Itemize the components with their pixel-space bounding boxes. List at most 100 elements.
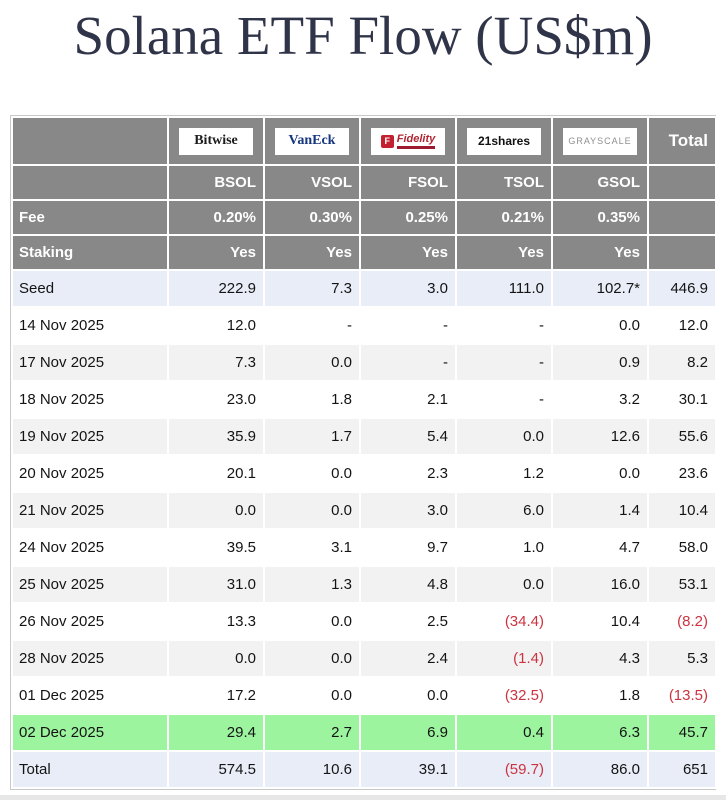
flow-value: 1.8 xyxy=(265,382,359,417)
provider-logo-row: Bitwise VanEck F Fidelity xyxy=(13,118,715,164)
ticker-bsol: BSOL xyxy=(169,166,263,199)
ticker-row: BSOL VSOL FSOL TSOL GSOL xyxy=(13,166,715,199)
flow-value: 31.0 xyxy=(169,567,263,602)
table-row: 25 Nov 2025 31.0 1.3 4.8 0.0 16.0 53.1 xyxy=(13,567,715,602)
page: Solana ETF Flow (US$m) Bitwise xyxy=(0,4,726,800)
staking-value: Yes xyxy=(553,236,647,269)
table-row: 01 Dec 2025 17.2 0.0 0.0 (32.5) 1.8 (13.5) xyxy=(13,678,715,713)
row-label: Total xyxy=(13,752,167,787)
table-row: 26 Nov 2025 13.3 0.0 2.5 (34.4) 10.4 (8.2) xyxy=(13,604,715,639)
flow-value: 86.0 xyxy=(553,752,647,787)
staking-row: Staking Yes Yes Yes Yes Yes xyxy=(13,236,715,269)
table-row: 18 Nov 2025 23.0 1.8 2.1-3.2 30.1 xyxy=(13,382,715,417)
fee-value: 0.30% xyxy=(265,201,359,234)
row-label: 24 Nov 2025 xyxy=(13,530,167,565)
flow-value: 16.0 xyxy=(553,567,647,602)
flow-value: (34.4) xyxy=(457,604,551,639)
flow-value: 0.0 xyxy=(265,678,359,713)
fidelity-f-icon: F xyxy=(380,134,394,148)
21shares-logo-text: 21shares xyxy=(477,134,531,148)
grayscale-logo-text: GRAYSCALE xyxy=(568,136,632,146)
staking-value: Yes xyxy=(361,236,455,269)
table-row: 24 Nov 2025 39.5 3.1 9.7 1.0 4.7 58.0 xyxy=(13,530,715,565)
vaneck-logo: VanEck xyxy=(275,127,349,155)
row-label: 21 Nov 2025 xyxy=(13,493,167,528)
table-row: 14 Nov 2025 12.0- - -0.0 12.0 xyxy=(13,308,715,343)
staking-value: Yes xyxy=(457,236,551,269)
row-total: 53.1 xyxy=(649,567,715,602)
row-label: 25 Nov 2025 xyxy=(13,567,167,602)
staking-row-label: Staking xyxy=(13,236,167,269)
row-label: 17 Nov 2025 xyxy=(13,345,167,380)
flow-value: 10.6 xyxy=(265,752,359,787)
table-row: 21 Nov 2025 0.0 0.0 3.0 6.0 1.4 10.4 xyxy=(13,493,715,528)
table-row: 19 Nov 2025 35.9 1.7 5.4 0.0 12.6 55.6 xyxy=(13,419,715,454)
fidelity-wordmark: Fidelity xyxy=(396,132,436,149)
ticker-gsol: GSOL xyxy=(553,166,647,199)
flow-value: 0.0 xyxy=(265,641,359,676)
etf-flow-table: Bitwise VanEck F Fidelity xyxy=(11,116,717,789)
row-label: 26 Nov 2025 xyxy=(13,604,167,639)
fee-value: 0.21% xyxy=(457,201,551,234)
flow-value: 0.0 xyxy=(265,604,359,639)
flow-value: 12.6 xyxy=(553,419,647,454)
flow-value: 29.4 xyxy=(169,715,263,750)
total-column-header: Total xyxy=(649,118,715,164)
table-row: 20 Nov 2025 20.1 0.0 2.3 1.2 0.0 23.6 xyxy=(13,456,715,491)
flow-value: 3.0 xyxy=(361,493,455,528)
row-total: 10.4 xyxy=(649,493,715,528)
flow-value: 2.4 xyxy=(361,641,455,676)
row-label: 19 Nov 2025 xyxy=(13,419,167,454)
grayscale-logo: GRAYSCALE xyxy=(563,127,637,155)
flow-value: (32.5) xyxy=(457,678,551,713)
vaneck-logo-text: VanEck xyxy=(288,133,336,148)
flow-value: - xyxy=(265,308,359,343)
flow-value: 3.0 xyxy=(361,271,455,306)
row-label: Seed xyxy=(13,271,167,306)
row-total: 5.3 xyxy=(649,641,715,676)
table-row: Total 574.5 10.6 39.1 (59.7) 86.0 651 xyxy=(13,752,715,787)
row-total: 58.0 xyxy=(649,530,715,565)
flow-value: 6.9 xyxy=(361,715,455,750)
flow-value: 3.1 xyxy=(265,530,359,565)
flow-value: 7.3 xyxy=(169,345,263,380)
row-label: 20 Nov 2025 xyxy=(13,456,167,491)
row-total: 446.9 xyxy=(649,271,715,306)
flow-value: 0.0 xyxy=(169,493,263,528)
flow-value: 0.0 xyxy=(361,678,455,713)
row-total: 55.6 xyxy=(649,419,715,454)
flow-value: 1.0 xyxy=(457,530,551,565)
flow-value: 0.0 xyxy=(265,493,359,528)
row-total: 30.1 xyxy=(649,382,715,417)
etf-flow-table-wrapper: Bitwise VanEck F Fidelity xyxy=(10,115,717,790)
flow-value: 102.7* xyxy=(553,271,647,306)
ticker-tsol: TSOL xyxy=(457,166,551,199)
flow-value: 1.3 xyxy=(265,567,359,602)
staking-value: Yes xyxy=(169,236,263,269)
row-label: 01 Dec 2025 xyxy=(13,678,167,713)
flow-value: 0.4 xyxy=(457,715,551,750)
flow-value: 0.0 xyxy=(265,345,359,380)
row-total: 8.2 xyxy=(649,345,715,380)
flow-value: 39.1 xyxy=(361,752,455,787)
flow-value: 9.7 xyxy=(361,530,455,565)
flow-value: 4.8 xyxy=(361,567,455,602)
flow-value: 0.9 xyxy=(553,345,647,380)
flow-value: 4.7 xyxy=(553,530,647,565)
flow-value: 2.3 xyxy=(361,456,455,491)
row-total: 45.7 xyxy=(649,715,715,750)
staking-value: Yes xyxy=(265,236,359,269)
flow-value: 7.3 xyxy=(265,271,359,306)
flow-value: 6.3 xyxy=(553,715,647,750)
21shares-logo: 21shares xyxy=(467,127,541,155)
row-label: 28 Nov 2025 xyxy=(13,641,167,676)
flow-value: 574.5 xyxy=(169,752,263,787)
flow-value: - xyxy=(457,345,551,380)
flow-value: 2.7 xyxy=(265,715,359,750)
table-row: 02 Dec 2025 29.4 2.7 6.9 0.4 6.3 45.7 xyxy=(13,715,715,750)
fidelity-logo-text: Fidelity xyxy=(396,132,436,145)
flow-value: - xyxy=(457,308,551,343)
row-label: 14 Nov 2025 xyxy=(13,308,167,343)
row-total: (13.5) xyxy=(649,678,715,713)
empty-corner-cell xyxy=(13,118,167,164)
